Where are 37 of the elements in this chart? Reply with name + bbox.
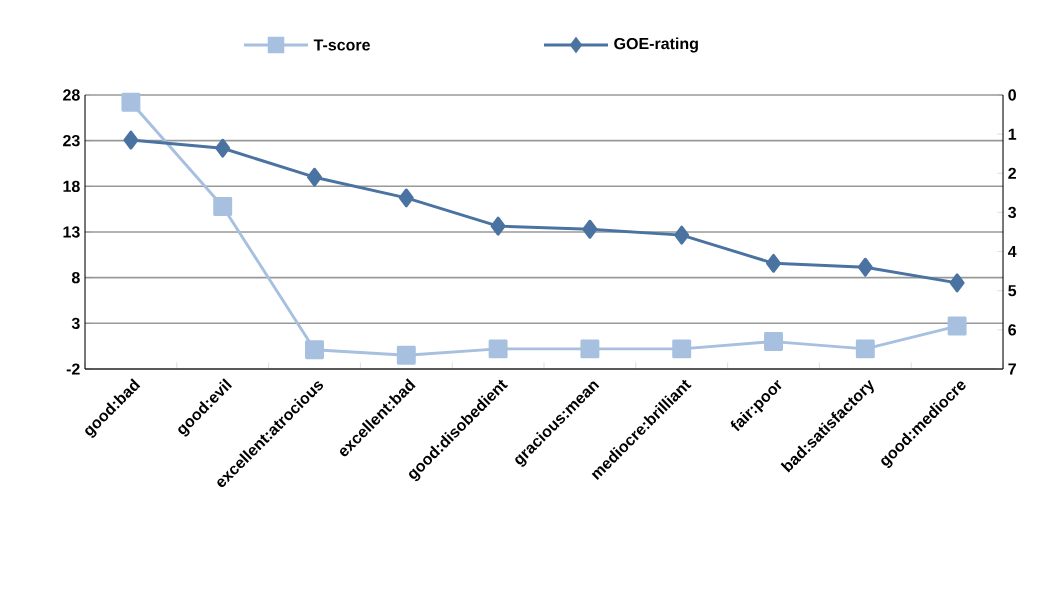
point xyxy=(949,273,965,293)
point xyxy=(764,332,783,352)
y-tick-label: -2 xyxy=(66,363,80,375)
point xyxy=(672,339,692,359)
y2-tick-label: 3 xyxy=(1008,206,1017,219)
point xyxy=(305,340,324,360)
legend-label: T-score xyxy=(313,39,370,51)
y2-tick-label: 2 xyxy=(1008,167,1016,179)
point xyxy=(121,92,141,112)
point xyxy=(213,196,233,216)
point xyxy=(123,130,139,150)
legend-label: GOE-rating xyxy=(614,37,698,53)
y2-tick-label: 6 xyxy=(1008,324,1017,336)
point xyxy=(855,339,875,359)
point xyxy=(766,253,781,273)
y2-tick-label: 1 xyxy=(1008,128,1017,140)
point xyxy=(490,216,506,236)
y2-tick-label: 7 xyxy=(1008,363,1016,375)
point xyxy=(488,339,508,359)
y2-tick-label: 0 xyxy=(1008,89,1016,101)
point xyxy=(215,138,231,158)
point xyxy=(857,257,873,277)
point xyxy=(674,225,690,245)
y-tick-label: 8 xyxy=(71,272,80,284)
y-tick-label: 28 xyxy=(63,89,80,101)
y-tick-label: 3 xyxy=(71,317,80,330)
point xyxy=(582,219,598,239)
y-tick-label: 23 xyxy=(63,134,80,147)
y-tick-label: 13 xyxy=(63,226,80,238)
point xyxy=(396,345,416,365)
point xyxy=(398,188,414,208)
y2-tick-label: 5 xyxy=(1008,285,1017,297)
point xyxy=(580,339,600,359)
point xyxy=(307,167,322,187)
y2-tick-label: 4 xyxy=(1007,246,1017,258)
y-tick-label: 18 xyxy=(63,180,80,192)
point xyxy=(947,316,967,336)
